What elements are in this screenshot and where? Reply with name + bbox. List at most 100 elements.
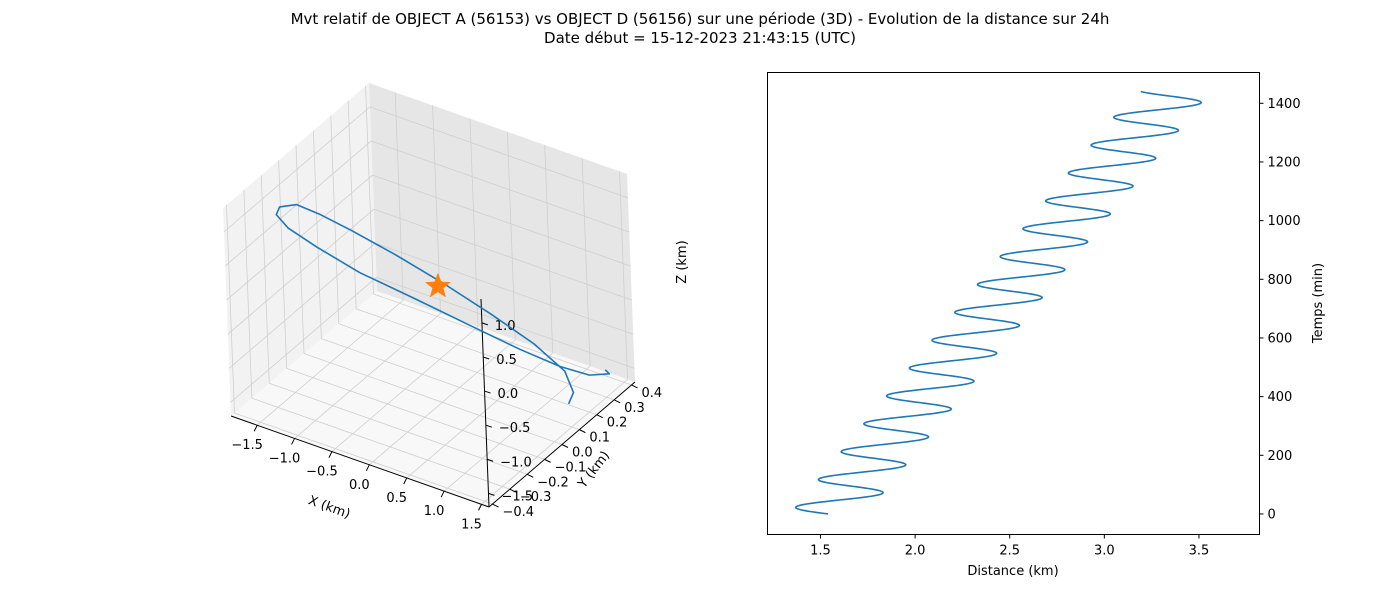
y-tick-label: 200	[1268, 449, 1293, 464]
z-gridline	[375, 242, 634, 335]
x-tick	[291, 438, 296, 445]
y-tick	[613, 399, 621, 404]
x-tick-label: −1.5	[231, 438, 263, 453]
y-tick	[561, 444, 569, 448]
relative-orbit-line	[275, 203, 611, 405]
figure-title-line-2: Date début = 15-12-2023 21:43:15 (UTC)	[544, 29, 856, 47]
x-tick-label: 3.5	[1189, 544, 1210, 559]
x-axis-line	[230, 415, 490, 508]
data-group	[794, 90, 1203, 515]
pane-group	[223, 83, 635, 507]
y-gridline	[286, 368, 545, 460]
y-axis-label: Temps (min)	[1311, 263, 1326, 344]
y-gridline	[295, 145, 305, 354]
y-gridline	[226, 205, 235, 414]
y-gridline	[269, 382, 528, 475]
y-tick-label: 0	[1268, 507, 1276, 522]
z-gridline	[223, 106, 371, 233]
y-gridline	[330, 115, 340, 324]
y-gridline	[347, 100, 357, 309]
z-gridline	[369, 106, 629, 199]
x-tick-label: 0.0	[349, 478, 370, 493]
x-axis-label: Distance (km)	[967, 564, 1058, 579]
z-gridline	[228, 242, 376, 369]
x-tick-label: 2.0	[905, 544, 926, 559]
x-tick	[365, 464, 370, 472]
z-axis-label: Z (km)	[675, 240, 690, 283]
data-group	[275, 203, 611, 405]
z-tick	[487, 458, 494, 462]
x-tick-label: −0.5	[306, 465, 338, 480]
y-tick	[527, 473, 534, 478]
y-tick	[492, 503, 499, 508]
gridline-group	[223, 85, 635, 505]
y-tick-label: 1000	[1268, 214, 1301, 229]
x-tick	[478, 504, 482, 511]
plot-frame	[767, 72, 1260, 535]
y-tick-label: 0.3	[624, 401, 645, 416]
y-tick-label: 0.1	[589, 431, 610, 446]
y-tick-label: −0.3	[520, 490, 552, 505]
y-tick-label: 0.4	[642, 386, 663, 401]
x-gridline	[581, 158, 591, 367]
y-tick-label: 800	[1268, 273, 1293, 288]
axis-group: −1.5 −1.0 −0.5 0.0 0.5 1.0 1.5 −0.4−0.3−0.2−0.1…	[230, 298, 663, 532]
z-gridline	[373, 208, 632, 301]
z-tick	[483, 356, 490, 360]
y-tick-label: 400	[1268, 390, 1293, 405]
x-tick-label: 1.5	[810, 544, 831, 559]
x-tick	[253, 425, 258, 432]
y-tick-label: −0.4	[502, 505, 534, 520]
z-tick-label: 0.5	[496, 353, 517, 368]
x-tick-label: 0.5	[386, 491, 407, 506]
x-tick-label: 3.0	[1094, 544, 1115, 559]
x-tick-label: 1.5	[461, 517, 482, 532]
y-gridline	[321, 338, 580, 430]
back-pane	[369, 83, 635, 382]
y-tick-label: 0.2	[607, 416, 628, 431]
figure-title-line-1: Mvt relatif de OBJECT A (56153) vs OBJEC…	[290, 10, 1110, 28]
x-gridline	[544, 144, 554, 354]
y-gridline	[234, 412, 493, 505]
relative-motion-3d-chart: −1.5 −1.0 −0.5 0.0 0.5 1.0 1.5 −0.4−0.3−0.2−0.1…	[223, 83, 690, 532]
y-tick	[509, 488, 517, 493]
x-tick	[328, 451, 333, 458]
y-tick-label: 600	[1268, 331, 1293, 346]
figure-title: Mvt relatif de OBJECT A (56153) vs OBJEC…	[0, 10, 1400, 48]
y-tick	[596, 414, 603, 419]
y-tick-label: 1200	[1268, 155, 1301, 170]
x-gridline	[394, 92, 404, 301]
x-tick	[403, 477, 408, 485]
z-tick-label: −0.5	[499, 421, 531, 436]
y-gridline	[260, 175, 270, 384]
y-gridline	[278, 160, 288, 369]
tick-group: 1.5 2.0 2.5 3.0 3.5 0 200 400 600 800 1000 1200 1400	[810, 97, 1300, 559]
x-tick-label: 2.5	[999, 544, 1020, 559]
z-tick-label: −1.0	[500, 455, 532, 470]
y-tick-label: −0.1	[555, 460, 587, 475]
z-gridline	[371, 140, 630, 233]
y-gridline	[303, 353, 563, 445]
y-tick	[631, 384, 638, 389]
x-axis-label: X (km)	[306, 493, 352, 522]
y-tick	[544, 458, 551, 463]
z-tick	[488, 492, 495, 496]
z-tick	[481, 322, 489, 326]
y-gridline	[243, 190, 253, 399]
x-gridline	[469, 118, 479, 327]
z-tick-label: 0.0	[498, 387, 519, 402]
distance-time-line	[794, 90, 1203, 515]
z-gridline	[376, 276, 635, 369]
y-tick-label: 1400	[1268, 97, 1301, 112]
z-gridline	[230, 277, 377, 403]
y-gridline	[312, 130, 322, 339]
z-gridline	[372, 174, 631, 267]
z-tick	[485, 424, 493, 428]
object-a-star-marker	[424, 272, 451, 298]
y-gridline	[365, 85, 374, 294]
z-gridline	[224, 140, 372, 267]
x-tick-label: −1.0	[269, 451, 301, 466]
z-tick-label: −1.5	[501, 489, 533, 504]
y-gridline	[373, 293, 632, 386]
y-tick	[579, 429, 586, 434]
